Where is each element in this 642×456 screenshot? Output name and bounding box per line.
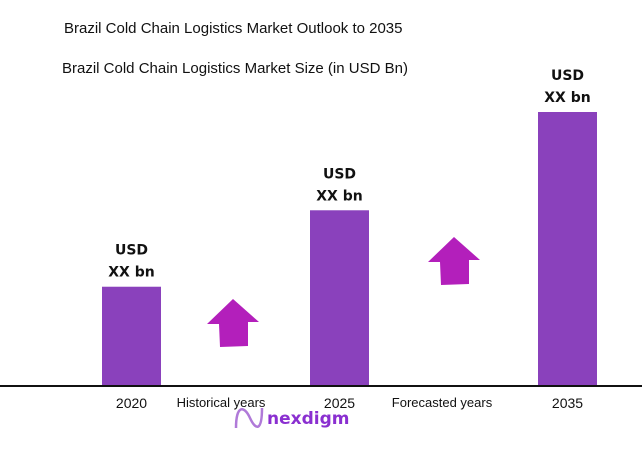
data-label-currency: USD [551, 68, 584, 84]
up-arrow-icon [207, 299, 259, 347]
bar-2025 [310, 210, 369, 385]
data-label-value: XX bn [544, 90, 590, 106]
up-arrow-icon [428, 237, 480, 285]
logo-text: nexdigm [267, 409, 349, 429]
data-label-value: XX bn [316, 188, 362, 204]
data-label-value: XX bn [108, 265, 154, 281]
bar-2035 [538, 112, 597, 385]
x-tick-label: 2020 [116, 395, 147, 411]
x-tick-label: 2035 [552, 395, 583, 411]
annotation-historical: Historical years [177, 395, 266, 410]
x-tick-label: 2025 [324, 395, 355, 411]
logo-mark-icon [234, 407, 264, 429]
chart-title: Brazil Cold Chain Logistics Market Outlo… [64, 20, 403, 37]
bar-2020 [102, 286, 161, 385]
data-label-currency: USD [115, 243, 148, 259]
chart-subtitle: Brazil Cold Chain Logistics Market Size … [62, 60, 408, 77]
annotation-forecasted: Forecasted years [392, 395, 493, 410]
data-label-currency: USD [323, 166, 356, 182]
